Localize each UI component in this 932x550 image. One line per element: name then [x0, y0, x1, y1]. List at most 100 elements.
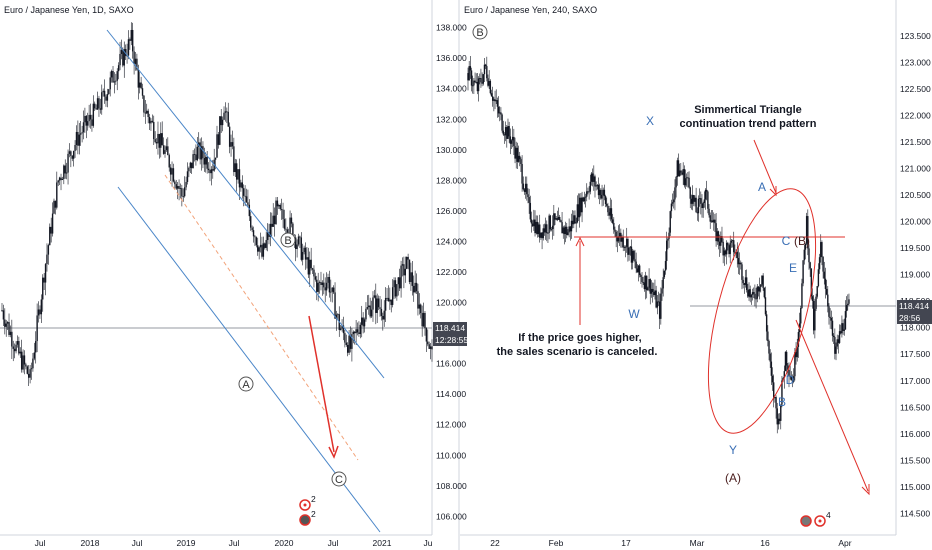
candle-body	[20, 351, 23, 370]
candle-body	[96, 98, 99, 110]
candle-body	[755, 298, 757, 300]
candle-body	[617, 236, 620, 242]
candle-body	[316, 279, 318, 292]
candle-body	[546, 224, 548, 234]
candle-body	[682, 169, 684, 175]
candle-body	[275, 200, 277, 225]
candle-body	[51, 213, 54, 234]
candle-body	[101, 92, 103, 110]
candle-body	[527, 194, 529, 198]
candle-body	[777, 418, 780, 425]
candle-body	[12, 346, 14, 349]
candle-body	[488, 80, 490, 86]
y-tick-label: 128.000	[436, 175, 467, 185]
candle-body	[334, 292, 336, 319]
dividend-icon[interactable]: 2	[299, 494, 316, 511]
candle-body	[832, 335, 835, 338]
candle-body	[654, 290, 656, 296]
triangle-ellipse[interactable]	[687, 178, 837, 444]
earnings-icon[interactable]: 2	[299, 509, 316, 526]
channel-upper-line[interactable]	[106, 29, 385, 379]
x-tick-label: 22	[490, 538, 500, 548]
candle-body	[510, 140, 513, 144]
candle-body	[548, 215, 550, 233]
candle-body	[742, 279, 744, 284]
candle-body	[499, 112, 501, 114]
candle-body	[669, 211, 671, 233]
candle-body	[11, 331, 13, 347]
cancel-text-line1: If the price goes higher,	[518, 332, 641, 344]
candle-body	[761, 275, 763, 285]
candle-body	[514, 146, 516, 159]
candle-body	[153, 121, 155, 140]
wave-label-a: A	[758, 180, 766, 194]
wave-label-e: E	[789, 261, 797, 275]
candle-body	[754, 293, 756, 299]
candle-body	[279, 205, 281, 210]
candle-body	[730, 240, 733, 243]
candle-body	[68, 151, 71, 154]
candle-body	[657, 301, 660, 303]
candle-body	[151, 120, 154, 122]
candle-body	[838, 331, 841, 343]
candle-body	[214, 157, 217, 160]
svg-text:118.414: 118.414	[435, 323, 465, 333]
candle-body	[597, 184, 600, 196]
candle-body	[81, 132, 83, 134]
candle-body	[651, 288, 654, 292]
candle-body	[520, 159, 522, 165]
candle-body	[245, 196, 248, 203]
candle-body	[686, 177, 688, 179]
y-tick-label: 112.000	[436, 420, 466, 430]
candle-body	[16, 341, 19, 345]
candle-body	[613, 222, 615, 230]
channel-mid-dashed-line[interactable]	[164, 174, 359, 461]
candle-body	[647, 287, 649, 291]
candle-body	[406, 256, 408, 269]
candle-body	[482, 74, 484, 84]
candle-body	[134, 58, 137, 64]
candle-body	[716, 231, 718, 242]
candle-body	[77, 131, 79, 146]
candle-body	[224, 111, 227, 113]
candle-body	[318, 282, 321, 283]
candle-body	[74, 145, 76, 151]
candle-body	[210, 169, 213, 174]
candle-body	[680, 170, 682, 173]
candle-body	[800, 308, 802, 324]
candle-body	[472, 85, 474, 87]
candle-body	[133, 51, 135, 64]
candle-body	[487, 78, 489, 86]
candle-body	[363, 319, 366, 327]
y-tick-label: 121.500	[900, 137, 931, 147]
x-tick-label: 2018	[81, 538, 100, 548]
candle-body	[769, 353, 771, 362]
candle-body	[384, 298, 387, 311]
wave-label-b-circled[interactable]: B	[472, 24, 488, 40]
candle-body	[738, 262, 741, 265]
candle-body	[227, 111, 229, 127]
wave-label-c-left[interactable]: C	[331, 471, 347, 487]
triangle-pointer-line[interactable]	[753, 139, 777, 194]
candle-body	[751, 292, 754, 295]
candle-body	[795, 351, 797, 358]
candle-body	[638, 265, 641, 276]
candle-body	[418, 304, 421, 309]
wave-label-b-left[interactable]: B	[280, 232, 296, 248]
left-down-arrow-line[interactable]	[308, 315, 335, 453]
candle-body	[539, 224, 541, 238]
wave-label-a-left[interactable]: A	[238, 376, 254, 392]
y-tick-label: 121.000	[900, 164, 931, 174]
dividend-icon[interactable]: 4	[814, 510, 831, 527]
candle-body	[468, 66, 470, 81]
candle-body	[268, 232, 270, 237]
candle-body	[411, 272, 414, 286]
candle-body	[562, 227, 564, 234]
right-down-arrow-line[interactable]	[795, 319, 869, 492]
candle-body	[143, 95, 145, 113]
earnings-icon[interactable]	[800, 515, 812, 527]
candle-body	[200, 146, 203, 160]
candle-body	[555, 218, 557, 220]
candle-body	[85, 115, 88, 126]
